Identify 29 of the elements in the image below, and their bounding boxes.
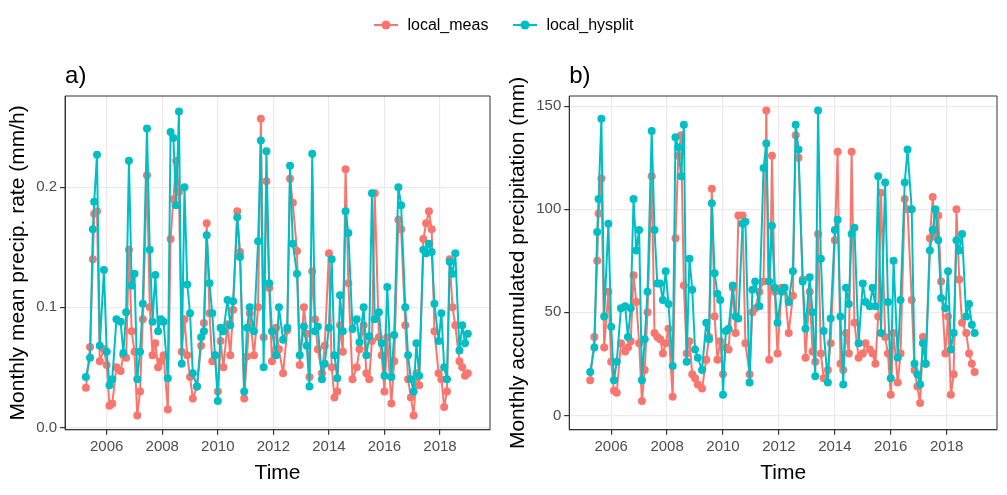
x-tick-label: 2006 [90, 436, 124, 454]
x-tick-label: 2016 [874, 436, 908, 454]
y-tick-label: 0.2 [36, 177, 58, 195]
x-tick-label: 2016 [367, 436, 402, 454]
x-tick-label: 2008 [650, 436, 684, 454]
chart-title: a) [65, 60, 87, 88]
y-axis-title: Monthly mean precip. rate (mm/h) [5, 105, 29, 421]
legend-label: local_hysplit [546, 16, 634, 34]
x-tick-label: 2008 [145, 436, 179, 454]
x-axis-title: Time [254, 460, 301, 484]
y-tick-label: 0.1 [36, 297, 58, 315]
y-tick-label: 0 [552, 405, 562, 423]
x-tick-label: 2010 [706, 436, 740, 454]
x-tick-label: 2014 [818, 436, 852, 454]
x-tick-label: 2012 [762, 436, 796, 454]
x-tick-label: 2014 [312, 436, 346, 454]
y-tick-label: 150 [536, 96, 562, 114]
y-axis-title: Monthly accumulated precipitation (mm) [505, 76, 529, 450]
legend-label: local_meas [407, 16, 489, 34]
x-tick-label: 2006 [594, 436, 628, 454]
y-tick-label: 0.0 [36, 417, 58, 435]
y-tick-label: 100 [536, 199, 562, 217]
x-tick-label: 2012 [256, 436, 291, 454]
x-tick-label: 2010 [201, 436, 235, 454]
chart-title: b) [569, 60, 591, 88]
x-tick-label: 2018 [423, 436, 457, 454]
y-tick-label: 50 [544, 302, 562, 320]
x-axis-title: Time [760, 460, 807, 484]
x-tick-label: 2018 [929, 436, 964, 454]
